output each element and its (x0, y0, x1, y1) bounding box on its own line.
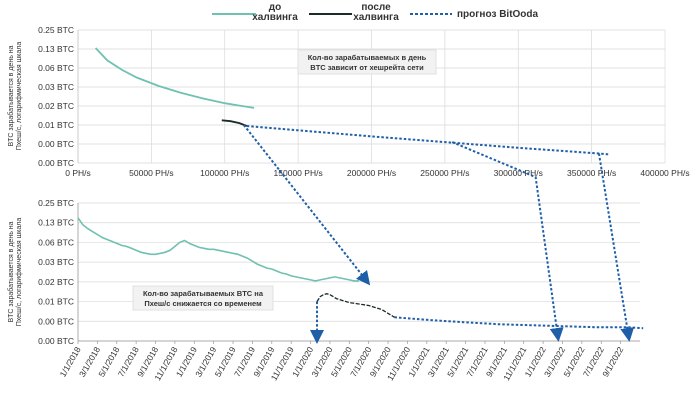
y-axis-label: BTC зарабатывается в день на Пхеш/с, лог… (7, 42, 23, 151)
y-tick-label: 0.00 BTC (38, 336, 74, 346)
y-tick-label: 0.01 BTC (38, 297, 74, 307)
x-tick-label: 400000 PH/s (640, 168, 689, 178)
legend-label-pre-1: до (269, 2, 281, 13)
series-line-pre-halving (77, 217, 359, 282)
annotation-bottom-line-1: Кол-во зарабатываемых BTC на (143, 289, 264, 298)
annotation-line-1: Кол-во зарабатываемых в день (308, 53, 427, 62)
y-tick-label: 0.02 BTC (38, 277, 74, 287)
y-axis-label-bottom-line-2: Пхеш/с, логарифмическая шкала (16, 218, 23, 327)
y-tick-label: 0.03 BTC (38, 257, 74, 267)
legend-label-post-2: халвинга (353, 12, 399, 23)
y-tick-label: 0.25 BTC (38, 198, 74, 208)
y-axis-label-line-2: Пхеш/с, логарифмическая шкала (16, 42, 23, 151)
legend-label-pre-2: халвинга (252, 12, 298, 23)
x-tick-label: 50000 PH/s (129, 168, 173, 178)
legend-label-post-1: после (361, 2, 391, 13)
x-tick-label: 200000 PH/s (347, 168, 396, 178)
y-tick-label: 0.03 BTC (38, 82, 74, 92)
series-line-pre-halving (94, 47, 255, 109)
connector-arrow-2 (451, 141, 564, 342)
legend: до халвинга после халвинга прогноз BitOo… (212, 2, 539, 23)
annotation-line-2: BTC зависит от хешрейта сети (310, 63, 424, 72)
annotation-box: Кол-во зарабатываемых в день BTC зависит… (297, 49, 437, 75)
x-tick-label: 250000 PH/s (420, 168, 469, 178)
y-axis-label-line-1: BTC зарабатывается в день на (7, 45, 15, 146)
series-line-post-halving (316, 293, 395, 318)
series-line-forecast (394, 316, 644, 330)
x-tick-label: 0 PH/s (65, 168, 91, 178)
annotation-bottom-line-2: Пхеш/с снижается со временем (144, 299, 262, 308)
y-axis-label-bottom: BTC зарабатывается в день на Пхеш/с, лог… (7, 218, 23, 327)
y-tick-label: 0.06 BTC (38, 237, 74, 247)
connector-arrow-3 (597, 153, 635, 342)
legend-label-forecast: прогноз BitOoda (457, 9, 539, 20)
y-tick-label: 0.00 BTC (38, 139, 74, 149)
y-tick-label: 0.06 BTC (38, 63, 74, 73)
x-tick-label: 100000 PH/s (200, 168, 249, 178)
y-tick-label: 0.25 BTC (38, 25, 74, 35)
x-tick-label: 300000 PH/s (494, 168, 543, 178)
y-axis-label-bottom-line-1: BTC зарабатывается в день на (7, 221, 15, 322)
x-tick-label: 150000 PH/s (274, 168, 323, 178)
chart-hashrate: 0.25 BTC 0.13 BTC 0.06 BTC 0.03 BTC 0.02 BTC… (7, 25, 690, 178)
y-tick-label: 0.00 BTC (38, 158, 74, 168)
annotation-box-bottom: Кол-во зарабатываемых BTC на Пхеш/с сниж… (132, 285, 274, 311)
chart-time: 0.25 BTC 0.13 BTC 0.06 BTC 0.03 BTC 0.02 BTC… (7, 198, 644, 382)
connector-arrows (243, 124, 635, 342)
y-tick-label: 0.13 BTC (38, 44, 74, 54)
y-tick-label: 0.13 BTC (38, 218, 74, 228)
series-line-post-halving (221, 119, 248, 127)
x-tick-label: 350000 PH/s (567, 168, 616, 178)
y-tick-label: 0.01 BTC (38, 120, 74, 130)
y-tick-label: 0.00 BTC (38, 316, 74, 326)
connector-arrow-1 (243, 124, 371, 286)
series-line-forecast (246, 125, 610, 156)
y-tick-label: 0.02 BTC (38, 101, 74, 111)
